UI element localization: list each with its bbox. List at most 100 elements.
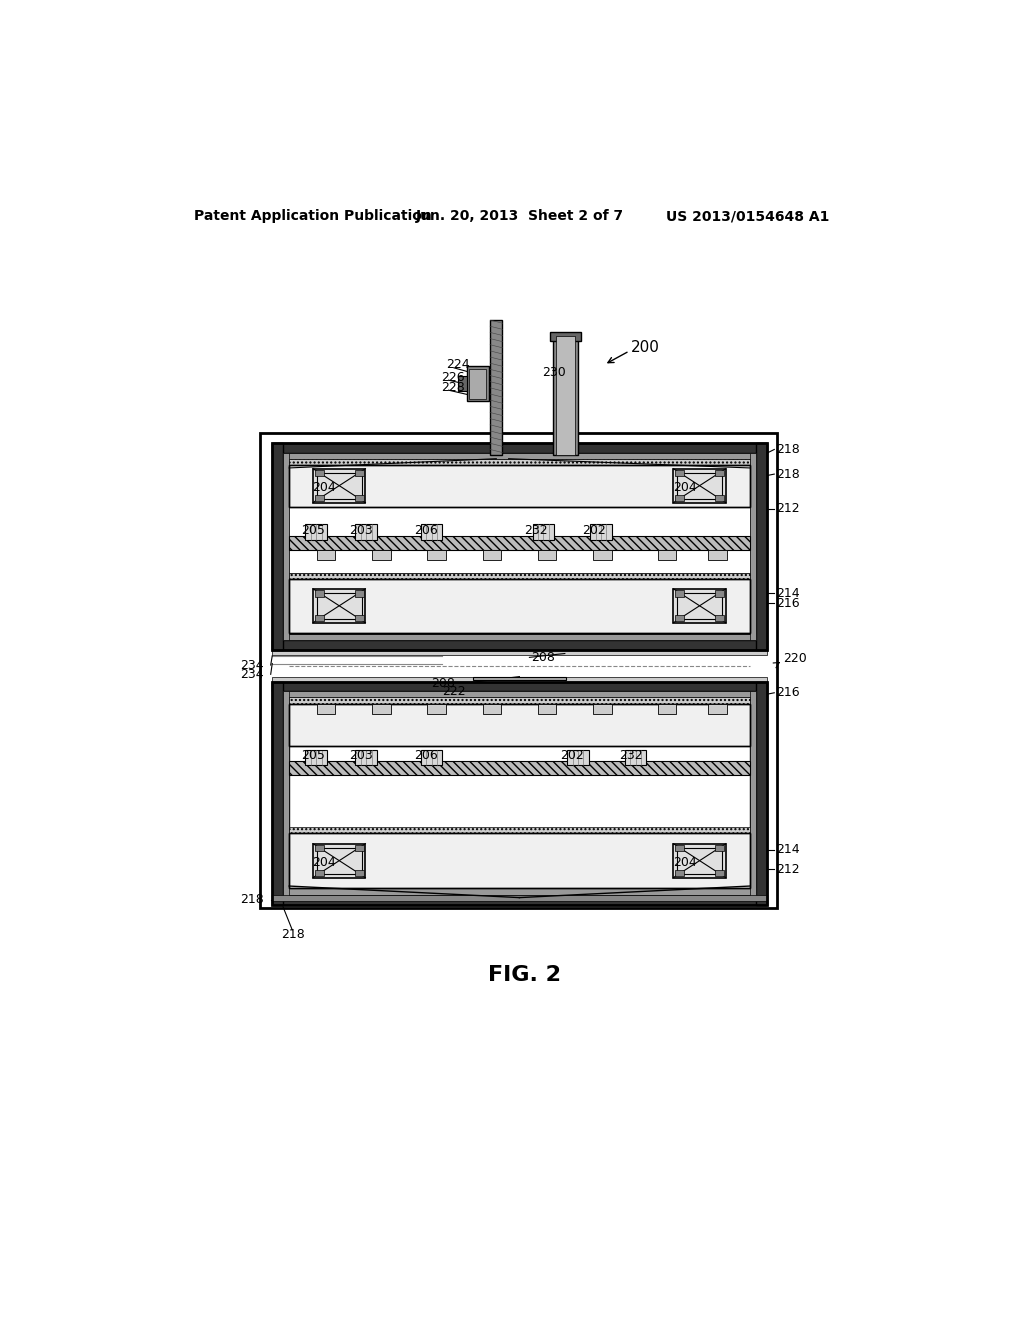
Text: 212: 212 [776, 502, 800, 515]
Bar [354, 845, 364, 851]
Bar [260, 433, 777, 908]
Text: 220: 220 [783, 652, 807, 665]
Bar [283, 453, 756, 459]
Bar [715, 615, 724, 622]
Bar [283, 692, 289, 896]
Bar [289, 578, 750, 632]
Text: Patent Application Publication: Patent Application Publication [194, 209, 431, 223]
Bar [289, 704, 750, 746]
Text: 232: 232 [524, 524, 548, 537]
Bar [538, 549, 556, 560]
Bar [314, 615, 324, 622]
Bar [316, 473, 361, 499]
Bar [314, 470, 324, 477]
Bar [289, 833, 750, 888]
Text: 218: 218 [240, 894, 264, 907]
Text: 206: 206 [414, 524, 437, 537]
Text: 203: 203 [349, 524, 373, 537]
Bar [590, 524, 611, 540]
Bar [289, 459, 750, 635]
Bar [709, 704, 727, 714]
Text: 214: 214 [776, 587, 800, 601]
Text: 204: 204 [312, 480, 336, 494]
Bar [355, 524, 377, 540]
Bar [674, 589, 726, 623]
Bar [756, 682, 767, 906]
Text: 212: 212 [776, 862, 800, 875]
Bar [313, 589, 366, 623]
Bar [657, 704, 676, 714]
Bar [272, 444, 767, 649]
Text: 202: 202 [582, 524, 605, 537]
Bar [715, 870, 724, 876]
Bar [372, 549, 390, 560]
Text: US 2013/0154648 A1: US 2013/0154648 A1 [666, 209, 829, 223]
Bar [272, 640, 767, 649]
Bar [314, 870, 324, 876]
Bar [354, 470, 364, 477]
Bar [272, 682, 283, 906]
Bar [314, 590, 324, 597]
Bar [593, 704, 611, 714]
Bar [427, 549, 445, 560]
Text: 204: 204 [673, 855, 696, 869]
Text: 208: 208 [531, 651, 555, 664]
Bar [313, 843, 366, 878]
Bar [675, 870, 684, 876]
Text: 216: 216 [776, 686, 800, 700]
Bar [272, 682, 767, 906]
Bar [289, 578, 750, 632]
Text: 204: 204 [673, 480, 696, 494]
Bar [289, 697, 750, 890]
Text: 205: 205 [301, 750, 325, 763]
Bar [715, 495, 724, 502]
Bar [538, 704, 556, 714]
Bar [675, 615, 684, 622]
Bar [272, 682, 767, 692]
Bar [709, 549, 727, 560]
Bar [677, 473, 722, 499]
Bar [372, 704, 390, 714]
Bar [677, 593, 722, 619]
Bar [272, 649, 767, 655]
Text: 218: 218 [282, 928, 305, 941]
Bar [490, 321, 503, 455]
Bar [354, 495, 364, 502]
Bar [675, 495, 684, 502]
Bar [289, 536, 750, 549]
Bar [421, 750, 442, 766]
Text: 226: 226 [441, 371, 465, 384]
Bar [314, 495, 324, 502]
Text: 232: 232 [618, 750, 642, 763]
Bar [354, 590, 364, 597]
Bar [355, 750, 377, 766]
Text: 234: 234 [241, 668, 264, 681]
Bar [283, 692, 756, 697]
Bar [289, 573, 750, 578]
Bar [715, 845, 724, 851]
Bar [467, 367, 488, 401]
Bar [289, 459, 750, 465]
Bar [272, 444, 767, 453]
Bar [675, 470, 684, 477]
Bar [677, 847, 722, 874]
Bar [532, 524, 554, 540]
Text: 218: 218 [776, 444, 800, 455]
Bar [625, 750, 646, 766]
Bar [272, 895, 767, 906]
Bar [289, 833, 750, 888]
Bar [750, 453, 756, 640]
Text: 206: 206 [414, 750, 437, 763]
Bar [458, 376, 467, 391]
Bar [674, 843, 726, 878]
Text: 214: 214 [776, 843, 800, 857]
Bar [674, 469, 726, 503]
Text: 205: 205 [301, 524, 325, 537]
Bar [567, 750, 589, 766]
Bar [482, 704, 501, 714]
Bar [715, 470, 724, 477]
Bar [305, 750, 327, 766]
Bar [657, 549, 676, 560]
Text: Jun. 20, 2013  Sheet 2 of 7: Jun. 20, 2013 Sheet 2 of 7 [416, 209, 624, 223]
Bar [482, 549, 501, 560]
